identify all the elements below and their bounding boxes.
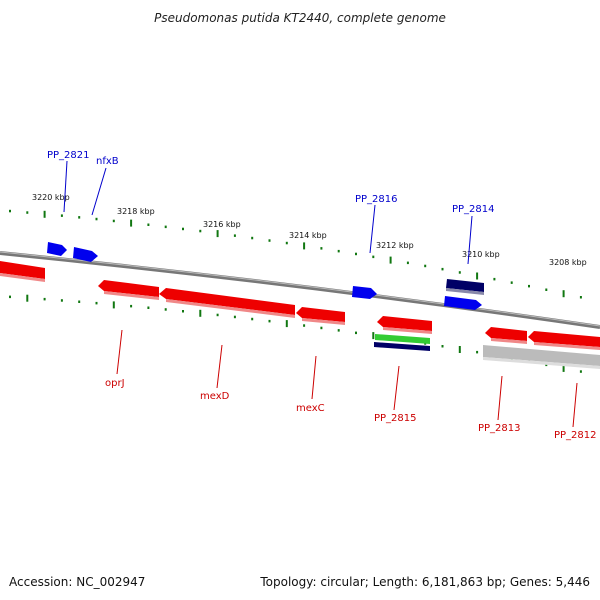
gene-arrow-pp2815[interactable] — [377, 316, 432, 331]
leader-line — [311, 355, 317, 400]
gene-label-mexd[interactable]: mexD — [200, 391, 230, 402]
tick-label: 3212 kbp — [376, 241, 414, 250]
pseudo-gene-bar-shade — [483, 357, 600, 369]
gene-arrow-left-edge-shade — [0, 273, 45, 282]
tick-labels: 3220 kbp 3218 kbp 3216 kbp 3214 kbp 3212… — [32, 193, 587, 267]
gene-arrow-pp2813-shade — [491, 338, 527, 344]
gene-label-pp2812[interactable]: PP_2812 — [554, 430, 597, 441]
gene-arrow-pp2814-dark-shade — [446, 288, 484, 295]
gene-label-pp2813[interactable]: PP_2813 — [478, 423, 521, 434]
gene-label-oprj[interactable]: oprJ — [105, 378, 125, 389]
gene-arrow-mexc-shade — [302, 318, 345, 325]
accession-text: Accession: NC_002947 — [9, 575, 145, 589]
leader-line — [216, 344, 223, 389]
gene-bar-rna-dark[interactable] — [374, 342, 430, 351]
tick-label: 3216 kbp — [203, 220, 241, 229]
gene-arrow-pp2821[interactable] — [47, 242, 67, 256]
gene-arrow-nfxb[interactable] — [73, 247, 98, 262]
tick-label: 3208 kbp — [549, 258, 587, 267]
gene-label-pp2815[interactable]: PP_2815 — [374, 413, 417, 424]
gene-arrow-pp2814[interactable] — [444, 296, 482, 310]
leader-line — [467, 215, 473, 265]
gene-label-mexc[interactable]: mexC — [296, 403, 325, 414]
reverse-genes — [0, 261, 600, 369]
leader-line — [91, 167, 107, 216]
gene-arrow-oprj[interactable] — [98, 280, 159, 297]
tick-label: 3218 kbp — [117, 207, 155, 216]
forward-genes — [47, 242, 484, 310]
leader-line — [63, 160, 68, 213]
leader-line — [572, 382, 578, 428]
gene-arrow-pp2812[interactable] — [528, 331, 600, 347]
gene-arrow-pp2816[interactable] — [352, 286, 377, 299]
genome-summary-text: Topology: circular; Length: 6,181,863 bp… — [259, 575, 590, 589]
leader-line — [497, 375, 503, 421]
reverse-labels: oprJ mexD mexC PP_2815 PP_2813 PP_2812 — [105, 329, 597, 441]
tick-label: 3220 kbp — [32, 193, 70, 202]
gene-arrow-pp2814-dark[interactable] — [446, 279, 484, 292]
tick-label: 3214 kbp — [289, 231, 327, 240]
gene-label-nfxb[interactable]: nfxB — [96, 156, 119, 167]
gene-arrow-pp2812-shade — [534, 342, 600, 350]
genome-backbone-highlight — [0, 251, 600, 327]
gene-arrow-pp2813[interactable] — [485, 327, 527, 341]
leader-line — [369, 204, 376, 254]
pseudo-gene-bar[interactable] — [483, 345, 600, 366]
ruler-bottom — [9, 294, 582, 373]
leader-line — [116, 329, 123, 375]
ruler-top — [9, 209, 582, 299]
gene-bar-rna[interactable] — [375, 334, 430, 344]
leader-line — [393, 365, 400, 411]
forward-labels: PP_2821 nfxB PP_2816 PP_2814 — [47, 150, 495, 265]
map-title: Pseudomonas putida KT2440, complete geno… — [154, 11, 446, 25]
gene-label-pp2821[interactable]: PP_2821 — [47, 150, 90, 161]
gene-label-pp2814[interactable]: PP_2814 — [452, 204, 495, 215]
gene-arrow-pp2815-shade — [383, 327, 432, 334]
gene-arrow-mexd-shade — [166, 299, 295, 318]
genome-backbone — [0, 251, 600, 329]
gene-label-pp2816[interactable]: PP_2816 — [355, 194, 398, 205]
gene-arrow-mexd[interactable] — [159, 288, 295, 315]
tick-label: 3210 kbp — [462, 250, 500, 259]
gene-arrow-mexc[interactable] — [296, 307, 345, 322]
gene-arrow-oprj-shade — [104, 291, 159, 300]
